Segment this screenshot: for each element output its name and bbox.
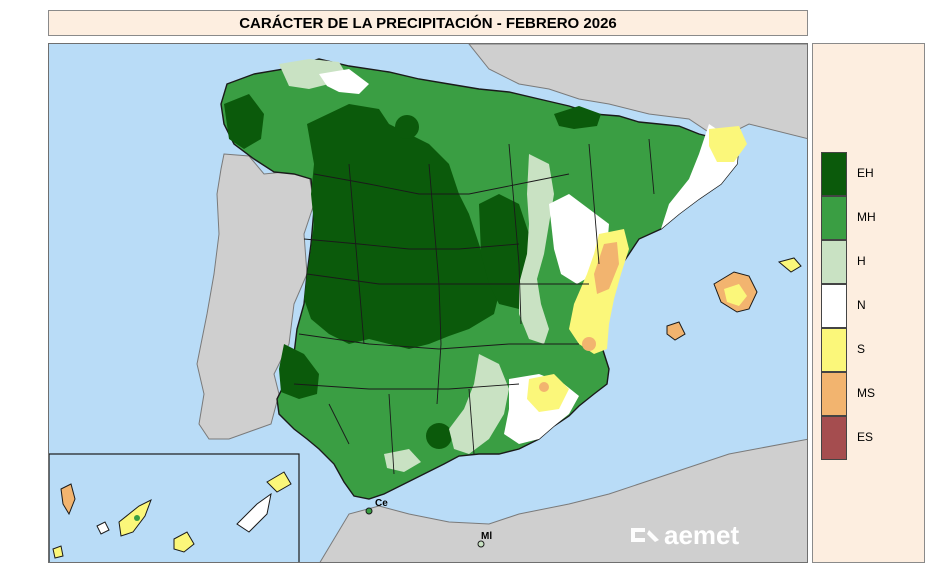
legend-label-eh: EH bbox=[857, 166, 874, 180]
la-palma bbox=[60, 483, 76, 516]
legend-label-h: H bbox=[857, 254, 866, 268]
ibiza bbox=[666, 321, 686, 341]
eh-spot-navarra bbox=[554, 106, 601, 129]
mallorca-inner bbox=[724, 284, 747, 306]
legend-item-ms: MS bbox=[821, 372, 917, 416]
legend-label-s: S bbox=[857, 342, 866, 356]
menorca bbox=[777, 257, 802, 273]
h-band-east bbox=[519, 154, 554, 344]
eh-spot-north bbox=[395, 115, 419, 139]
legend-swatch-ms bbox=[821, 372, 847, 416]
el-hierro bbox=[52, 545, 64, 559]
legend-swatch-h bbox=[821, 240, 847, 284]
aemet-logo: aemet bbox=[631, 520, 739, 550]
legend-swatch-s bbox=[821, 328, 847, 372]
legend-swatch-es bbox=[821, 416, 847, 460]
gran-canaria bbox=[173, 531, 195, 553]
n-region-asturias bbox=[319, 69, 369, 94]
legend-swatch-eh bbox=[821, 152, 847, 196]
legend-panel: EH MH H N S MS ES bbox=[812, 43, 925, 563]
province-borders bbox=[293, 138, 655, 475]
map-svg: Ce Ml aemet bbox=[49, 44, 807, 562]
map-title: CARÁCTER DE LA PRECIPITACIÓN - FEBRERO 2… bbox=[48, 10, 808, 36]
fuerteventura bbox=[236, 492, 272, 533]
africa-land bbox=[319, 438, 807, 562]
aemet-logo-mark bbox=[631, 528, 659, 542]
legend-item-mh: MH bbox=[821, 196, 917, 240]
melilla-label: Ml bbox=[481, 531, 492, 542]
ms-region-castellon bbox=[594, 242, 619, 294]
lanzarote bbox=[266, 471, 292, 493]
legend-swatch-n bbox=[821, 284, 847, 328]
legend-item-h: H bbox=[821, 240, 917, 284]
legend-label-es: ES bbox=[857, 430, 874, 444]
legend-item-es: ES bbox=[821, 416, 917, 460]
map-area: Ce Ml aemet bbox=[48, 43, 808, 563]
ms-spot-alicante bbox=[582, 337, 596, 351]
melilla-marker bbox=[477, 540, 485, 548]
france-land bbox=[468, 44, 807, 140]
ceuta-label: Ce bbox=[375, 498, 388, 509]
legend-swatch-mh bbox=[821, 196, 847, 240]
legend-label-mh: MH bbox=[857, 210, 876, 224]
tenerife-spot bbox=[134, 515, 140, 521]
la-gomera bbox=[96, 521, 110, 535]
eh-region-galicia bbox=[224, 94, 264, 149]
ms-spot-murcia bbox=[539, 382, 549, 392]
s-region-murcia bbox=[527, 374, 569, 412]
aemet-logo-text: aemet bbox=[664, 520, 739, 550]
s-region-girona bbox=[709, 126, 747, 162]
legend-item-s: S bbox=[821, 328, 917, 372]
eh-spot-south bbox=[426, 423, 452, 449]
legend-item-eh: EH bbox=[821, 152, 917, 196]
legend-item-n: N bbox=[821, 284, 917, 328]
eh-region-center bbox=[304, 104, 499, 349]
legend-label-ms: MS bbox=[857, 386, 875, 400]
ceuta-marker bbox=[365, 507, 373, 515]
legend-label-n: N bbox=[857, 298, 866, 312]
h-band-southeast bbox=[449, 354, 509, 454]
